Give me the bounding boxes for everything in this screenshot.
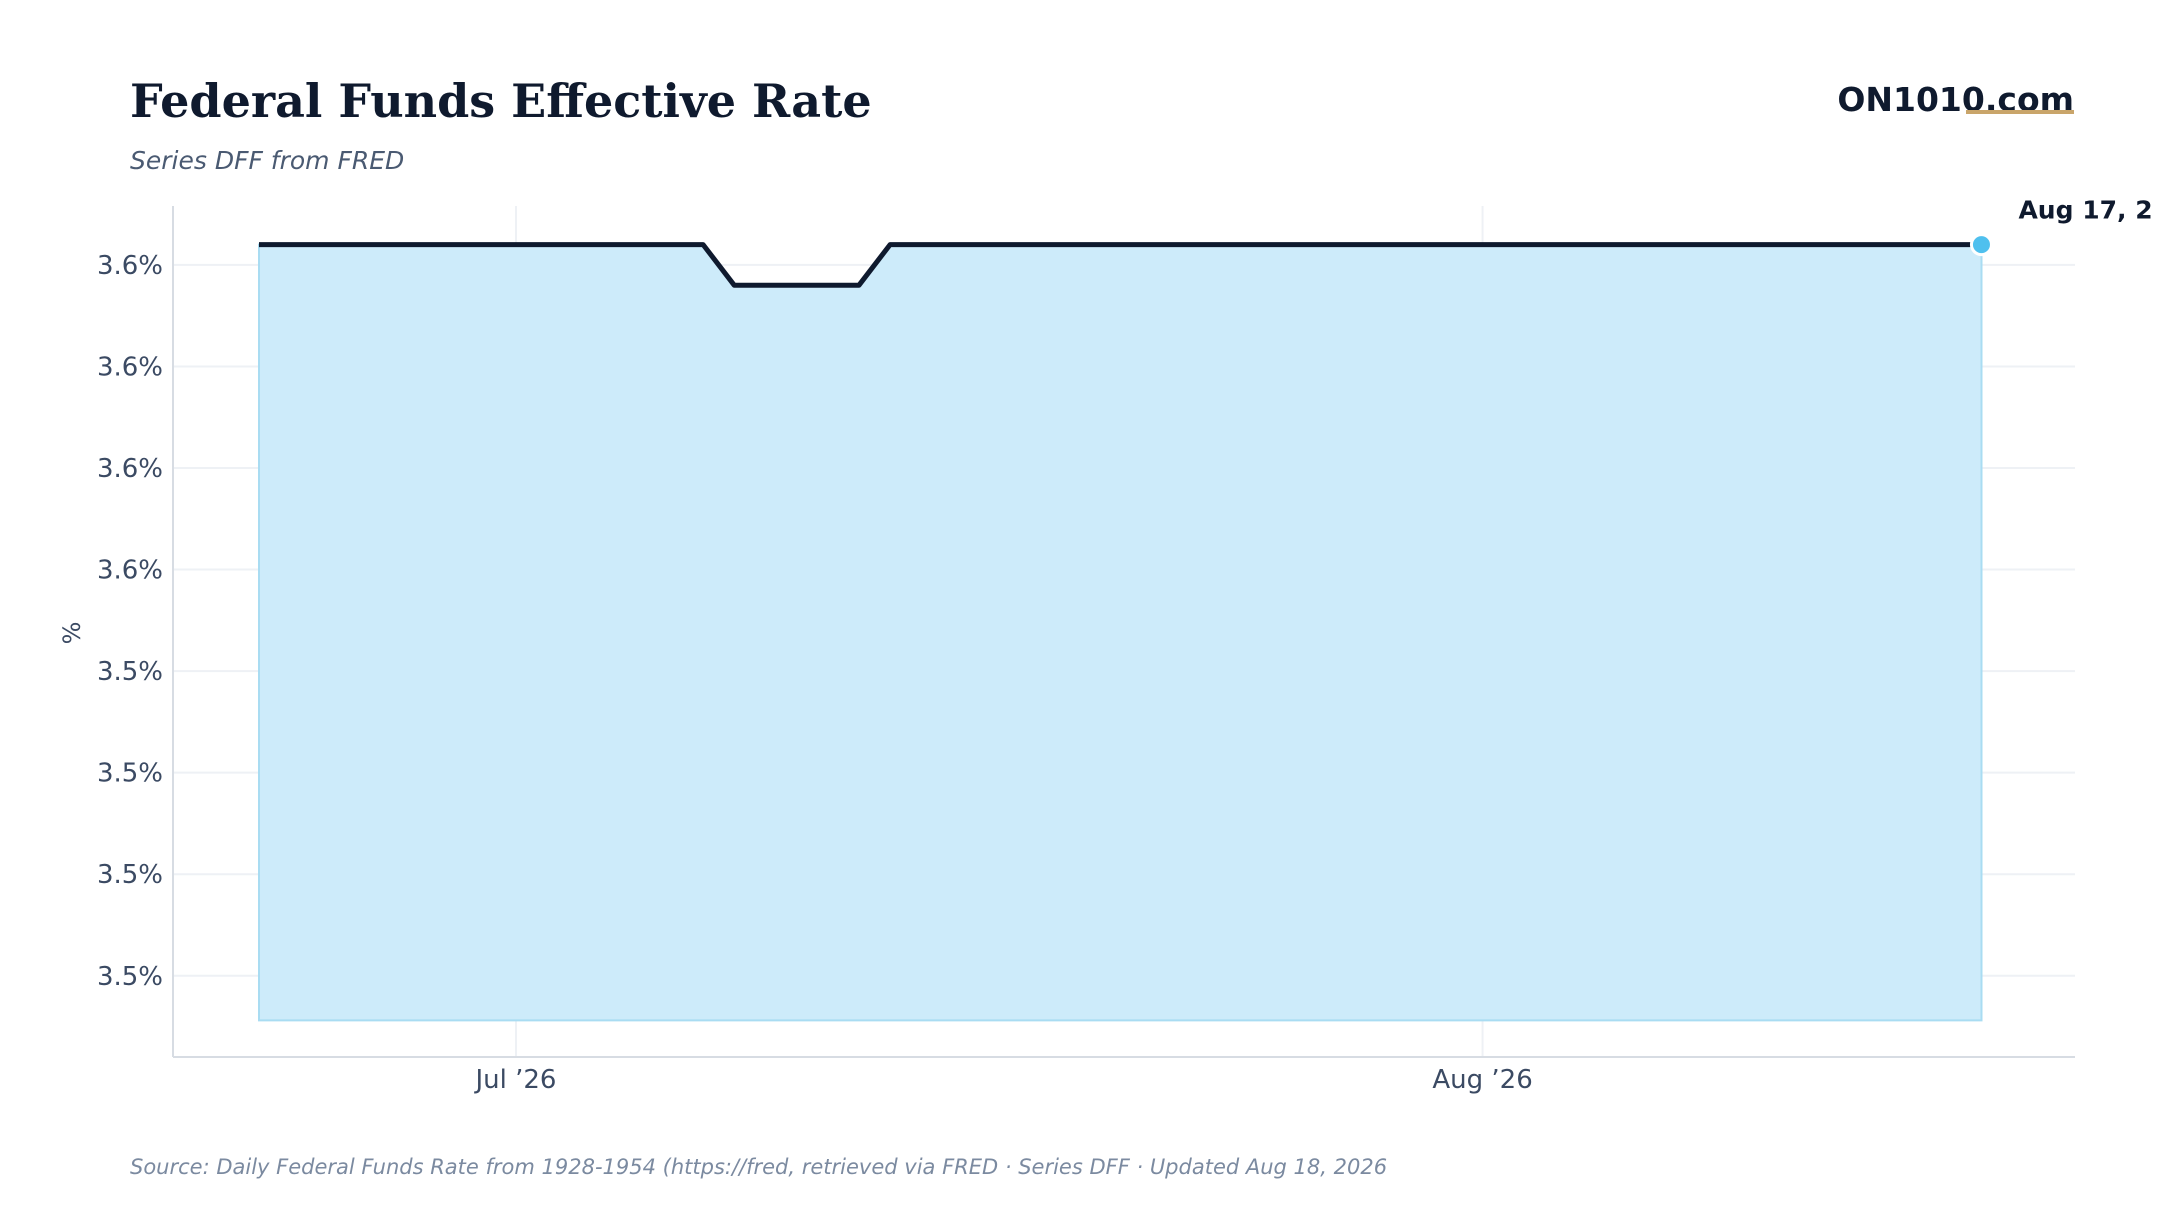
y-tick-label: 3.5% — [97, 860, 163, 890]
x-tick-labels: Jul ’26 Aug ’26 — [473, 1065, 1532, 1095]
y-tick-label: 3.6% — [97, 251, 163, 281]
y-tick-label: 3.6% — [97, 556, 163, 586]
y-tick-label: 3.5% — [97, 962, 163, 992]
brand-underline — [1966, 110, 2074, 114]
chart-title: Federal Funds Effective Rate — [130, 74, 872, 128]
last-point-label: Aug 17, 2 — [2018, 196, 2152, 225]
x-tick-label: Jul ’26 — [473, 1065, 556, 1095]
y-tick-labels: 3.5% 3.5% 3.5% 3.5% 3.6% 3.6% 3.6% 3.6% — [97, 251, 163, 992]
y-tick-label: 3.6% — [97, 352, 163, 382]
y-axis-title: % — [58, 622, 86, 645]
chart-subtitle: Series DFF from FRED — [130, 146, 405, 175]
series-line — [259, 242, 1982, 288]
y-tick-label: 3.5% — [97, 657, 163, 687]
y-tick-label: 3.6% — [97, 454, 163, 484]
last-point-marker[interactable] — [1969, 233, 1993, 257]
x-tick-label: Aug ’26 — [1432, 1065, 1532, 1095]
y-tick-label: 3.5% — [97, 759, 163, 789]
source-note: Source: Daily Federal Funds Rate from 19… — [130, 1155, 1388, 1179]
series-area-fill — [258, 243, 1983, 1022]
